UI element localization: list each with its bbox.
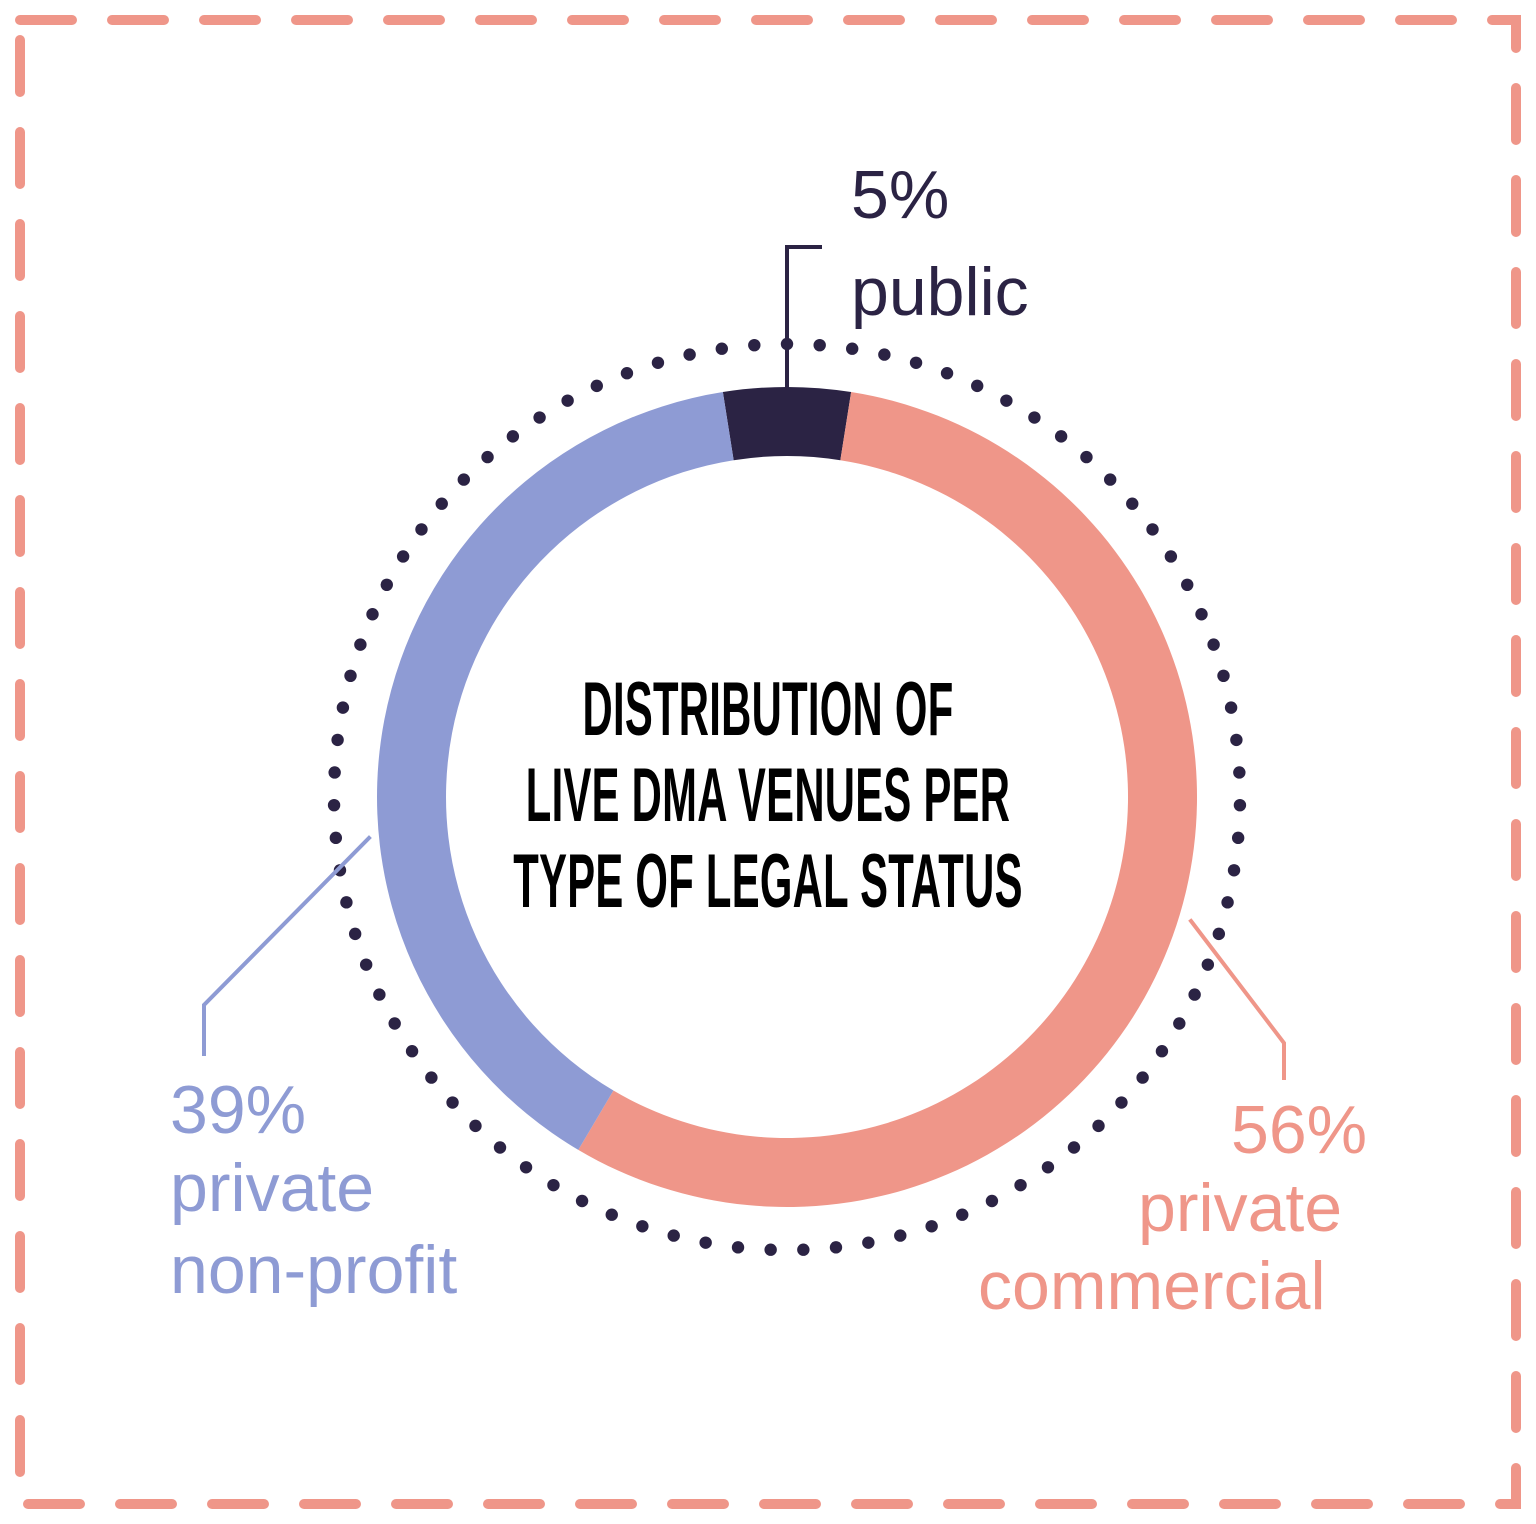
svg-text:private: private <box>1138 1170 1342 1246</box>
svg-text:non-profit: non-profit <box>170 1232 457 1308</box>
svg-text:commercial: commercial <box>978 1248 1326 1324</box>
svg-text:public: public <box>851 254 1029 330</box>
svg-text:56%: 56% <box>1231 1092 1367 1168</box>
svg-text:39%: 39% <box>170 1072 306 1148</box>
svg-text:5%: 5% <box>851 157 949 233</box>
svg-text:private: private <box>170 1150 374 1226</box>
